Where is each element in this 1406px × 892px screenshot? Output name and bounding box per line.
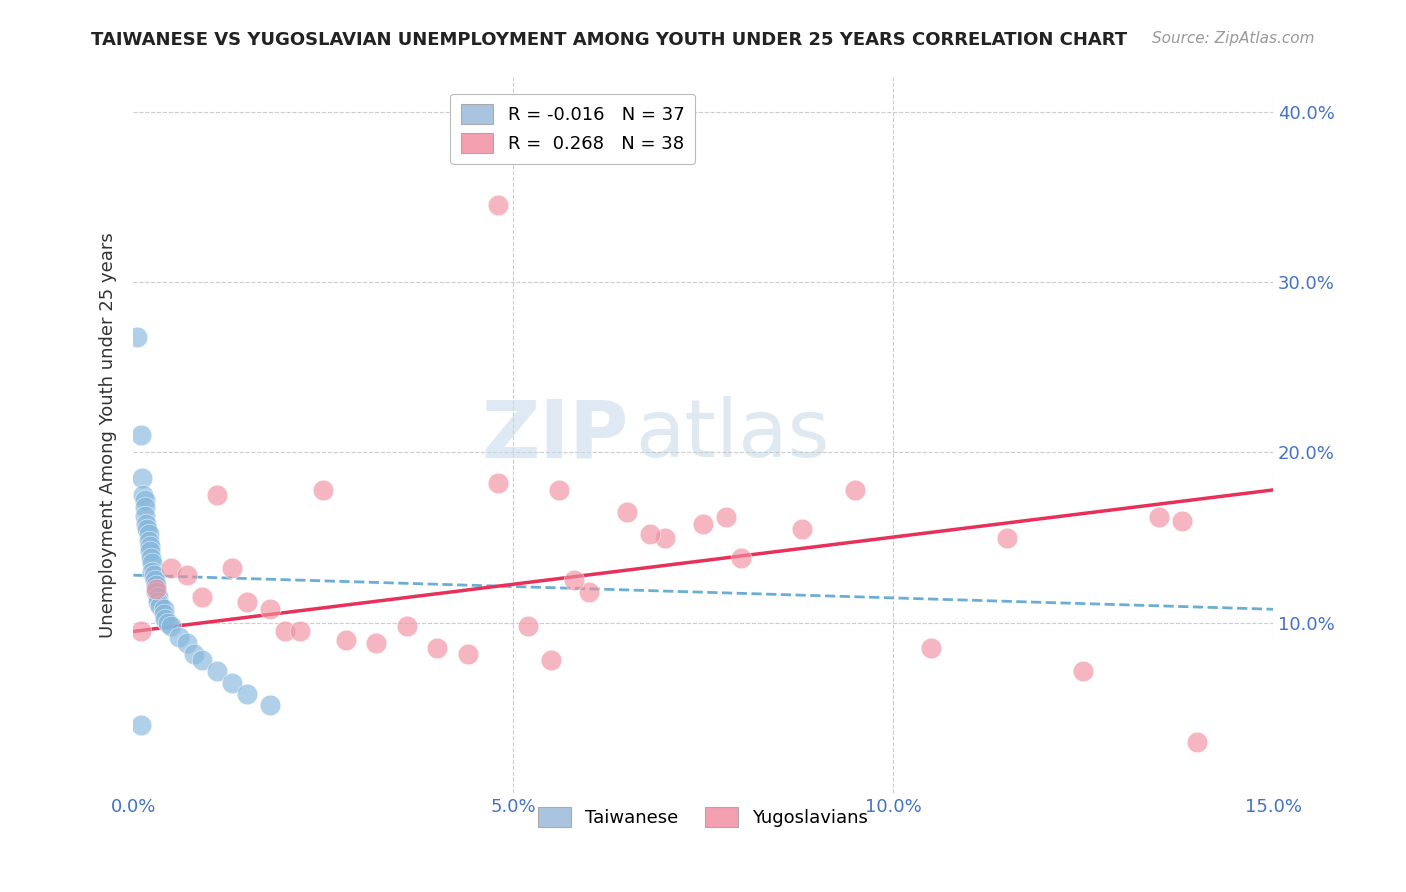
- Point: [176, 636, 198, 650]
- Point: [145, 582, 167, 596]
- Legend: Taiwanese, Yugoslavians: Taiwanese, Yugoslavians: [531, 800, 876, 834]
- Point: [517, 619, 540, 633]
- Point: [205, 488, 228, 502]
- Point: [160, 619, 183, 633]
- Point: [160, 561, 183, 575]
- Point: [540, 653, 562, 667]
- Point: [290, 624, 312, 639]
- Text: ZIP: ZIP: [482, 396, 628, 475]
- Point: [138, 534, 160, 549]
- Point: [155, 612, 177, 626]
- Point: [141, 556, 163, 570]
- Point: [426, 641, 449, 656]
- Point: [145, 585, 167, 599]
- Point: [221, 561, 243, 575]
- Point: [274, 624, 297, 639]
- Point: [138, 527, 160, 541]
- Point: [129, 428, 152, 442]
- Y-axis label: Unemployment Among Youth under 25 years: Unemployment Among Youth under 25 years: [100, 233, 117, 639]
- Point: [129, 624, 152, 639]
- Point: [844, 483, 866, 497]
- Point: [236, 595, 259, 609]
- Point: [156, 615, 179, 630]
- Point: [183, 647, 205, 661]
- Point: [205, 664, 228, 678]
- Point: [1147, 510, 1170, 524]
- Point: [654, 531, 676, 545]
- Point: [148, 595, 170, 609]
- Point: [190, 653, 212, 667]
- Point: [152, 607, 174, 622]
- Point: [134, 493, 156, 508]
- Point: [259, 698, 281, 712]
- Text: Source: ZipAtlas.com: Source: ZipAtlas.com: [1152, 31, 1315, 46]
- Point: [730, 551, 752, 566]
- Point: [127, 329, 149, 343]
- Point: [139, 539, 162, 553]
- Point: [145, 578, 167, 592]
- Point: [486, 198, 509, 212]
- Point: [259, 602, 281, 616]
- Point: [1185, 735, 1208, 749]
- Point: [142, 568, 165, 582]
- Point: [129, 718, 152, 732]
- Point: [692, 516, 714, 531]
- Point: [638, 527, 661, 541]
- Point: [134, 508, 156, 523]
- Point: [190, 591, 212, 605]
- Point: [152, 602, 174, 616]
- Point: [335, 632, 357, 647]
- Point: [920, 641, 942, 656]
- Point: [790, 522, 813, 536]
- Point: [547, 483, 569, 497]
- Point: [139, 551, 162, 566]
- Point: [221, 675, 243, 690]
- Point: [236, 688, 259, 702]
- Point: [146, 591, 169, 605]
- Point: [136, 522, 159, 536]
- Point: [562, 574, 585, 588]
- Point: [1171, 514, 1194, 528]
- Point: [141, 565, 163, 579]
- Text: TAIWANESE VS YUGOSLAVIAN UNEMPLOYMENT AMONG YOUTH UNDER 25 YEARS CORRELATION CHA: TAIWANESE VS YUGOSLAVIAN UNEMPLOYMENT AM…: [91, 31, 1128, 49]
- Point: [714, 510, 737, 524]
- Point: [1071, 664, 1094, 678]
- Point: [135, 516, 157, 531]
- Point: [366, 636, 388, 650]
- Point: [167, 630, 190, 644]
- Point: [132, 488, 155, 502]
- Point: [457, 647, 479, 661]
- Point: [616, 505, 638, 519]
- Point: [995, 531, 1018, 545]
- Point: [143, 574, 166, 588]
- Point: [312, 483, 335, 497]
- Point: [139, 544, 162, 558]
- Point: [486, 476, 509, 491]
- Text: atlas: atlas: [634, 396, 830, 475]
- Point: [131, 471, 153, 485]
- Point: [578, 585, 600, 599]
- Point: [134, 500, 156, 514]
- Point: [176, 568, 198, 582]
- Point: [149, 599, 172, 613]
- Point: [395, 619, 418, 633]
